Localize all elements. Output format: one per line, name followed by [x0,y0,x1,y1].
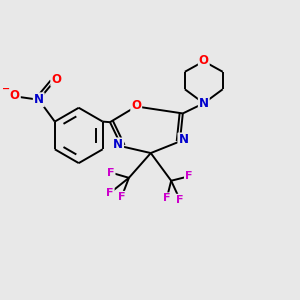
Text: F: F [185,171,192,182]
Text: F: F [118,192,125,202]
Text: −: − [2,84,10,94]
Text: F: F [107,168,115,178]
Text: F: F [106,188,114,198]
Text: N: N [178,134,188,146]
Text: O: O [51,73,61,86]
Text: F: F [163,193,170,203]
Text: O: O [131,99,141,112]
Text: F: F [176,195,184,205]
Text: O: O [10,89,20,102]
Text: N: N [34,93,44,106]
Text: N: N [113,138,123,152]
Text: N: N [199,97,209,110]
Text: O: O [199,54,209,67]
